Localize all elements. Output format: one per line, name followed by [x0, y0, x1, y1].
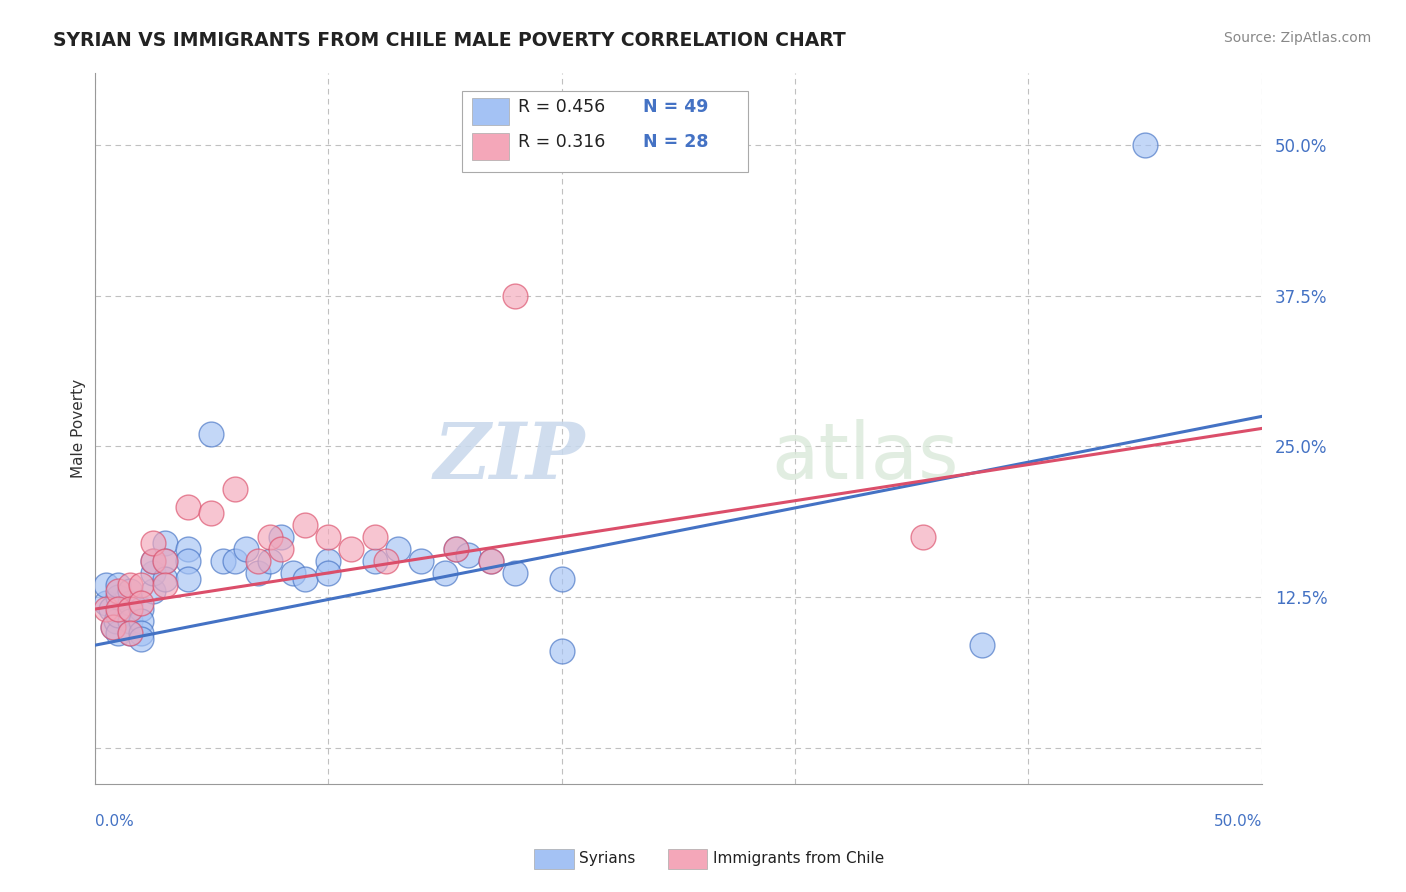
Text: ZIP: ZIP — [433, 418, 585, 495]
Point — [259, 530, 281, 544]
Point — [550, 644, 572, 658]
Point — [316, 530, 339, 544]
Point — [550, 572, 572, 586]
Point — [224, 482, 246, 496]
Point — [129, 578, 152, 592]
Point — [96, 602, 118, 616]
Point — [118, 626, 141, 640]
Text: N = 28: N = 28 — [643, 134, 709, 152]
Text: N = 49: N = 49 — [643, 98, 709, 116]
Point — [177, 554, 200, 568]
Y-axis label: Male Poverty: Male Poverty — [72, 379, 86, 478]
Point — [457, 548, 479, 562]
Text: Source: ZipAtlas.com: Source: ZipAtlas.com — [1223, 31, 1371, 45]
Point — [294, 572, 316, 586]
Point — [224, 554, 246, 568]
Point — [411, 554, 433, 568]
Point — [129, 626, 152, 640]
Point — [153, 536, 176, 550]
Point — [912, 530, 935, 544]
Point — [107, 584, 129, 599]
Point — [246, 566, 269, 580]
Point — [129, 632, 152, 647]
Point — [364, 554, 387, 568]
Text: Syrians: Syrians — [579, 852, 636, 866]
Point — [1133, 138, 1156, 153]
Point — [142, 554, 165, 568]
Point — [153, 572, 176, 586]
Point — [153, 554, 176, 568]
Point — [118, 614, 141, 628]
Text: 50.0%: 50.0% — [1213, 814, 1263, 829]
Point — [503, 289, 526, 303]
Point — [340, 541, 363, 556]
Point — [118, 602, 141, 616]
Point — [177, 541, 200, 556]
Point — [316, 554, 339, 568]
Point — [259, 554, 281, 568]
Point — [387, 541, 409, 556]
Point — [177, 572, 200, 586]
Point — [177, 500, 200, 514]
Point — [142, 554, 165, 568]
Point — [200, 506, 222, 520]
Text: R = 0.316: R = 0.316 — [519, 134, 606, 152]
Text: atlas: atlas — [772, 419, 959, 495]
Point — [503, 566, 526, 580]
Point — [481, 554, 503, 568]
Point — [103, 620, 125, 634]
FancyBboxPatch shape — [463, 91, 748, 172]
Point — [104, 614, 127, 628]
Point — [481, 554, 503, 568]
Text: Immigrants from Chile: Immigrants from Chile — [713, 852, 884, 866]
Point — [294, 517, 316, 532]
Point — [246, 554, 269, 568]
Point — [970, 638, 993, 652]
Point — [129, 596, 152, 610]
Point — [433, 566, 456, 580]
Point — [446, 541, 468, 556]
Text: SYRIAN VS IMMIGRANTS FROM CHILE MALE POVERTY CORRELATION CHART: SYRIAN VS IMMIGRANTS FROM CHILE MALE POV… — [53, 31, 846, 50]
Point — [364, 530, 387, 544]
Point — [153, 578, 176, 592]
Text: 0.0%: 0.0% — [94, 814, 134, 829]
Point — [142, 584, 165, 599]
Point — [129, 614, 152, 628]
Point — [118, 578, 141, 592]
FancyBboxPatch shape — [471, 98, 509, 125]
Point — [118, 584, 141, 599]
Text: R = 0.456: R = 0.456 — [519, 98, 606, 116]
Point — [107, 608, 129, 623]
Point — [375, 554, 398, 568]
Point — [270, 541, 292, 556]
FancyBboxPatch shape — [471, 134, 509, 161]
Point — [142, 566, 165, 580]
Point — [270, 530, 292, 544]
Point — [118, 596, 141, 610]
Point — [118, 626, 141, 640]
Point — [107, 578, 129, 592]
Point — [129, 602, 152, 616]
Point — [212, 554, 235, 568]
Point — [103, 620, 125, 634]
Point — [107, 626, 129, 640]
Point — [200, 427, 222, 442]
Point — [316, 566, 339, 580]
Point — [96, 578, 118, 592]
Point — [281, 566, 304, 580]
Point — [107, 602, 129, 616]
Point — [107, 590, 129, 604]
Point — [100, 602, 122, 616]
Point — [235, 541, 257, 556]
Point — [142, 536, 165, 550]
Point — [153, 554, 176, 568]
Point — [446, 541, 468, 556]
Point — [96, 596, 118, 610]
